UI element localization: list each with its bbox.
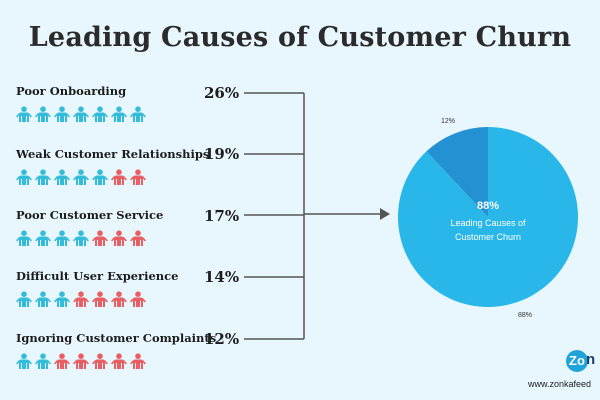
cause-row: Poor Customer Service — [16, 208, 216, 246]
brand-logo: Zo — [566, 350, 588, 372]
person-icon — [16, 291, 32, 307]
person-icon — [35, 291, 51, 307]
person-icon — [73, 291, 89, 307]
people-icon-row — [16, 353, 146, 369]
person-icon — [92, 291, 108, 307]
person-icon — [92, 230, 108, 246]
person-icon — [130, 353, 146, 369]
person-icon — [130, 169, 146, 185]
person-icon — [73, 106, 89, 122]
person-icon — [35, 106, 51, 122]
cause-row: Difficult User Experience — [16, 269, 216, 307]
person-icon — [92, 106, 108, 122]
person-icon — [54, 106, 70, 122]
person-icon — [111, 106, 127, 122]
cause-label: Weak Customer Relationships — [16, 147, 210, 161]
cause-row: Poor Onboarding — [16, 84, 216, 122]
website-url: www.zonkafeed — [528, 379, 592, 389]
person-icon — [73, 169, 89, 185]
person-icon — [54, 291, 70, 307]
cause-label: Difficult User Experience — [16, 269, 179, 283]
person-icon — [54, 230, 70, 246]
cause-percentage: 14% — [204, 268, 240, 286]
cause-row: Weak Customer Relationships — [16, 147, 216, 185]
person-icon — [16, 230, 32, 246]
chart-title: Leading Causes of Customer Churn — [28, 22, 572, 53]
slice-data-label: 12% — [441, 118, 456, 125]
people-icon-row — [16, 106, 146, 122]
person-icon — [73, 230, 89, 246]
person-icon — [92, 169, 108, 185]
person-icon — [111, 169, 127, 185]
cause-label: Poor Customer Service — [16, 208, 164, 222]
person-icon — [16, 106, 32, 122]
people-icon-row — [16, 169, 146, 185]
person-icon — [54, 169, 70, 185]
cause-label: Ignoring Customer Complaints — [16, 331, 217, 345]
cause-percentage: 26% — [204, 84, 240, 102]
person-icon — [35, 230, 51, 246]
person-icon — [111, 230, 127, 246]
person-icon — [16, 353, 32, 369]
person-icon — [130, 106, 146, 122]
pie-center-label: Leading Causes of Customer Churn — [450, 218, 526, 242]
pie-chart: 88% Leading Causes of Customer Churn — [390, 114, 586, 320]
person-icon — [35, 353, 51, 369]
cause-percentage: 12% — [204, 330, 240, 348]
person-icon — [92, 353, 108, 369]
cause-percentage: 19% — [204, 145, 240, 163]
person-icon — [54, 353, 70, 369]
people-icon-row — [16, 291, 146, 307]
people-icon-row — [16, 230, 146, 246]
pie-svg — [398, 127, 578, 307]
person-icon — [35, 169, 51, 185]
cause-row: Ignoring Customer Complaints — [16, 331, 217, 369]
brand-logo-text: n — [586, 351, 596, 368]
person-icon — [130, 291, 146, 307]
person-icon — [130, 230, 146, 246]
person-icon — [111, 353, 127, 369]
person-icon — [16, 169, 32, 185]
cause-label: Poor Onboarding — [16, 84, 127, 98]
arrow-head-icon — [380, 208, 390, 220]
pie-center-percentage: 88% — [476, 200, 500, 212]
slice-data-label: 88% — [518, 312, 533, 319]
cause-percentage: 17% — [204, 207, 240, 225]
pie-slice — [426, 127, 488, 217]
person-icon — [111, 291, 127, 307]
person-icon — [73, 353, 89, 369]
